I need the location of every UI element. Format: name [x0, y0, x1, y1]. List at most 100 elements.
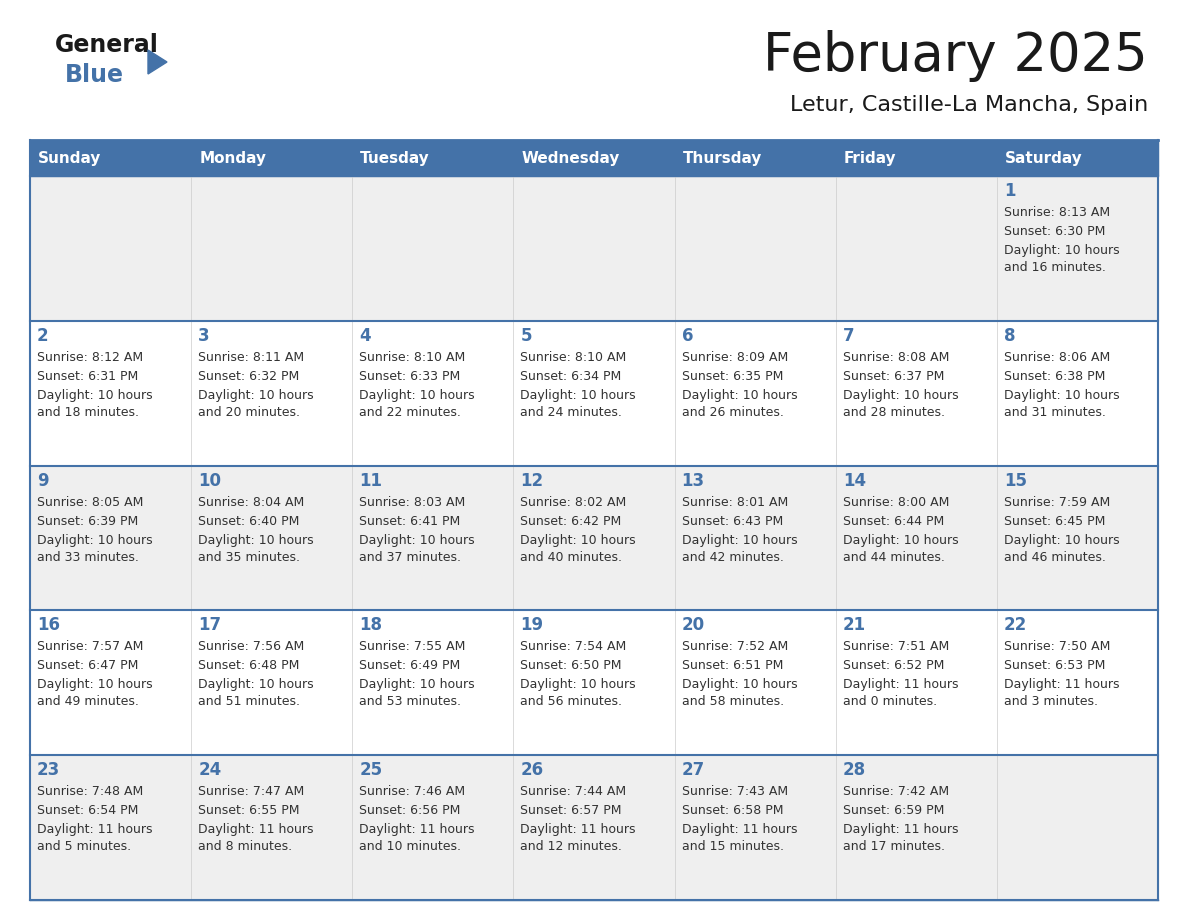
Text: Sunset: 6:55 PM: Sunset: 6:55 PM: [198, 804, 299, 817]
Text: Sunrise: 7:50 AM: Sunrise: 7:50 AM: [1004, 641, 1111, 654]
Text: February 2025: February 2025: [763, 30, 1148, 82]
Text: 13: 13: [682, 472, 704, 489]
Bar: [191, 140, 353, 176]
Text: Sunrise: 7:52 AM: Sunrise: 7:52 AM: [682, 641, 788, 654]
Text: Daylight: 11 hours
and 0 minutes.: Daylight: 11 hours and 0 minutes.: [842, 678, 959, 709]
Text: Daylight: 10 hours
and 49 minutes.: Daylight: 10 hours and 49 minutes.: [37, 678, 152, 709]
Text: Friday: Friday: [843, 151, 896, 165]
Text: Sunrise: 8:06 AM: Sunrise: 8:06 AM: [1004, 351, 1110, 364]
Text: Sunset: 6:48 PM: Sunset: 6:48 PM: [198, 659, 299, 672]
Text: Sunset: 6:43 PM: Sunset: 6:43 PM: [682, 515, 783, 528]
Text: Daylight: 10 hours
and 28 minutes.: Daylight: 10 hours and 28 minutes.: [842, 389, 959, 419]
Bar: [30, 465, 1158, 610]
Text: Sunrise: 8:13 AM: Sunrise: 8:13 AM: [1004, 206, 1110, 219]
Text: Saturday: Saturday: [1005, 151, 1082, 165]
Text: Daylight: 10 hours
and 51 minutes.: Daylight: 10 hours and 51 minutes.: [198, 678, 314, 709]
Text: 8: 8: [1004, 327, 1016, 345]
Text: Sunrise: 7:47 AM: Sunrise: 7:47 AM: [198, 785, 304, 798]
Text: Sunrise: 7:44 AM: Sunrise: 7:44 AM: [520, 785, 626, 798]
Text: Sunset: 6:41 PM: Sunset: 6:41 PM: [359, 515, 461, 528]
Text: Daylight: 10 hours
and 20 minutes.: Daylight: 10 hours and 20 minutes.: [198, 389, 314, 419]
Text: Sunrise: 8:08 AM: Sunrise: 8:08 AM: [842, 351, 949, 364]
Text: Sunrise: 7:51 AM: Sunrise: 7:51 AM: [842, 641, 949, 654]
Text: Daylight: 10 hours
and 22 minutes.: Daylight: 10 hours and 22 minutes.: [359, 389, 475, 419]
Text: Daylight: 10 hours
and 26 minutes.: Daylight: 10 hours and 26 minutes.: [682, 389, 797, 419]
Text: Sunset: 6:35 PM: Sunset: 6:35 PM: [682, 370, 783, 383]
Text: Sunset: 6:40 PM: Sunset: 6:40 PM: [198, 515, 299, 528]
Text: 17: 17: [198, 616, 221, 634]
Text: Daylight: 11 hours
and 3 minutes.: Daylight: 11 hours and 3 minutes.: [1004, 678, 1119, 709]
Text: Sunset: 6:49 PM: Sunset: 6:49 PM: [359, 659, 461, 672]
Text: Daylight: 10 hours
and 56 minutes.: Daylight: 10 hours and 56 minutes.: [520, 678, 636, 709]
Text: Sunset: 6:45 PM: Sunset: 6:45 PM: [1004, 515, 1105, 528]
Text: Sunrise: 7:55 AM: Sunrise: 7:55 AM: [359, 641, 466, 654]
Text: Sunset: 6:44 PM: Sunset: 6:44 PM: [842, 515, 944, 528]
Text: Sunset: 6:31 PM: Sunset: 6:31 PM: [37, 370, 138, 383]
Text: Daylight: 10 hours
and 16 minutes.: Daylight: 10 hours and 16 minutes.: [1004, 244, 1119, 274]
Text: Sunrise: 7:59 AM: Sunrise: 7:59 AM: [1004, 496, 1110, 509]
Text: Sunrise: 8:09 AM: Sunrise: 8:09 AM: [682, 351, 788, 364]
Text: Daylight: 10 hours
and 33 minutes.: Daylight: 10 hours and 33 minutes.: [37, 533, 152, 564]
Text: Daylight: 10 hours
and 37 minutes.: Daylight: 10 hours and 37 minutes.: [359, 533, 475, 564]
Text: Sunset: 6:32 PM: Sunset: 6:32 PM: [198, 370, 299, 383]
Text: Sunrise: 8:03 AM: Sunrise: 8:03 AM: [359, 496, 466, 509]
Text: Sunrise: 8:11 AM: Sunrise: 8:11 AM: [198, 351, 304, 364]
Text: Monday: Monday: [200, 151, 266, 165]
Text: 14: 14: [842, 472, 866, 489]
Bar: [30, 140, 191, 176]
Bar: [353, 140, 513, 176]
Text: Sunday: Sunday: [38, 151, 101, 165]
Text: Sunset: 6:34 PM: Sunset: 6:34 PM: [520, 370, 621, 383]
Text: 18: 18: [359, 616, 383, 634]
Text: 15: 15: [1004, 472, 1026, 489]
Text: Sunset: 6:57 PM: Sunset: 6:57 PM: [520, 804, 623, 817]
Text: 25: 25: [359, 761, 383, 779]
Text: General: General: [55, 33, 159, 57]
Text: Daylight: 10 hours
and 31 minutes.: Daylight: 10 hours and 31 minutes.: [1004, 389, 1119, 419]
Bar: [30, 756, 1158, 900]
Text: Daylight: 10 hours
and 35 minutes.: Daylight: 10 hours and 35 minutes.: [198, 533, 314, 564]
Text: Daylight: 11 hours
and 10 minutes.: Daylight: 11 hours and 10 minutes.: [359, 823, 475, 853]
Text: 24: 24: [198, 761, 221, 779]
Text: 4: 4: [359, 327, 371, 345]
Text: 9: 9: [37, 472, 49, 489]
Bar: [30, 610, 1158, 756]
Text: 5: 5: [520, 327, 532, 345]
Text: Sunrise: 8:00 AM: Sunrise: 8:00 AM: [842, 496, 949, 509]
Text: Sunset: 6:51 PM: Sunset: 6:51 PM: [682, 659, 783, 672]
Text: Sunset: 6:58 PM: Sunset: 6:58 PM: [682, 804, 783, 817]
Text: 28: 28: [842, 761, 866, 779]
Bar: [30, 176, 1158, 320]
Polygon shape: [148, 50, 168, 74]
Text: 3: 3: [198, 327, 210, 345]
Text: Sunset: 6:47 PM: Sunset: 6:47 PM: [37, 659, 138, 672]
Bar: [30, 320, 1158, 465]
Text: Sunset: 6:59 PM: Sunset: 6:59 PM: [842, 804, 944, 817]
Text: Sunset: 6:30 PM: Sunset: 6:30 PM: [1004, 225, 1105, 238]
Text: Daylight: 10 hours
and 44 minutes.: Daylight: 10 hours and 44 minutes.: [842, 533, 959, 564]
Text: Sunrise: 7:56 AM: Sunrise: 7:56 AM: [198, 641, 304, 654]
Text: Sunrise: 8:10 AM: Sunrise: 8:10 AM: [359, 351, 466, 364]
Bar: [513, 140, 675, 176]
Text: Daylight: 11 hours
and 12 minutes.: Daylight: 11 hours and 12 minutes.: [520, 823, 636, 853]
Text: Sunset: 6:37 PM: Sunset: 6:37 PM: [842, 370, 944, 383]
Text: Wednesday: Wednesday: [522, 151, 620, 165]
Text: Sunrise: 7:43 AM: Sunrise: 7:43 AM: [682, 785, 788, 798]
Text: Daylight: 10 hours
and 24 minutes.: Daylight: 10 hours and 24 minutes.: [520, 389, 636, 419]
Text: Sunrise: 8:02 AM: Sunrise: 8:02 AM: [520, 496, 627, 509]
Text: 12: 12: [520, 472, 544, 489]
Text: Sunrise: 7:46 AM: Sunrise: 7:46 AM: [359, 785, 466, 798]
Text: Daylight: 10 hours
and 18 minutes.: Daylight: 10 hours and 18 minutes.: [37, 389, 152, 419]
Text: Sunrise: 8:04 AM: Sunrise: 8:04 AM: [198, 496, 304, 509]
Text: 6: 6: [682, 327, 693, 345]
Text: Daylight: 10 hours
and 42 minutes.: Daylight: 10 hours and 42 minutes.: [682, 533, 797, 564]
Text: 7: 7: [842, 327, 854, 345]
Text: Daylight: 11 hours
and 17 minutes.: Daylight: 11 hours and 17 minutes.: [842, 823, 959, 853]
Text: Tuesday: Tuesday: [360, 151, 430, 165]
Text: Daylight: 11 hours
and 5 minutes.: Daylight: 11 hours and 5 minutes.: [37, 823, 152, 853]
Text: Sunset: 6:52 PM: Sunset: 6:52 PM: [842, 659, 944, 672]
Bar: [835, 140, 997, 176]
Text: 21: 21: [842, 616, 866, 634]
Text: 10: 10: [198, 472, 221, 489]
Bar: [675, 140, 835, 176]
